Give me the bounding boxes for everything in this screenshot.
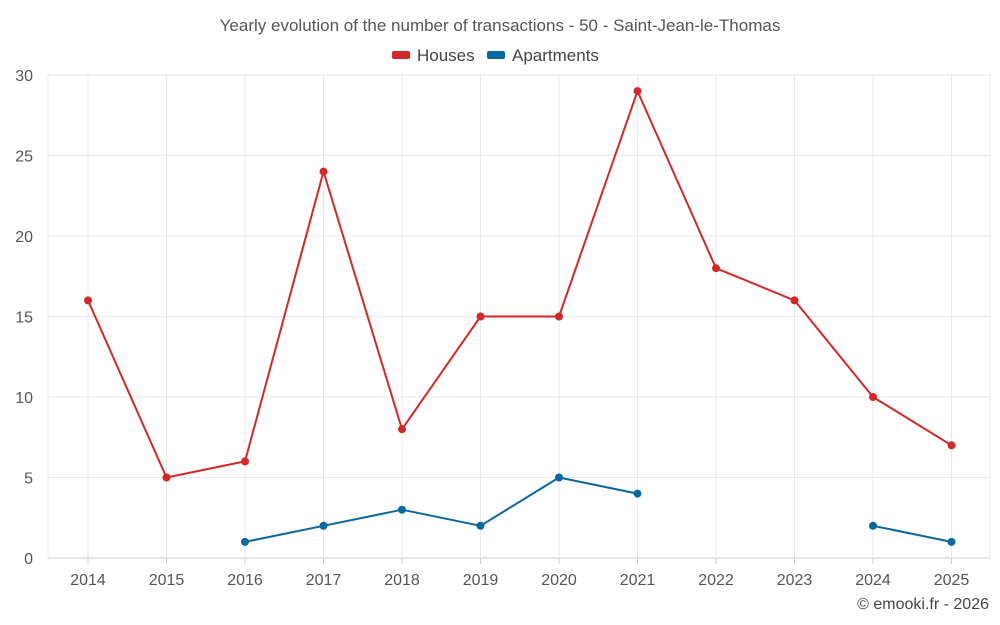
legend-swatch-houses — [392, 51, 410, 59]
series-houses — [84, 87, 956, 482]
data-point-houses-2019 — [476, 312, 485, 321]
legend-item-houses: Houses — [392, 46, 475, 65]
series-layer — [84, 87, 956, 546]
legend: Houses Apartments — [392, 46, 599, 65]
y-tick-label: 5 — [24, 471, 33, 488]
data-point-houses-2020 — [555, 312, 563, 321]
y-tick-label: 25 — [15, 149, 33, 166]
y-tick-label: 10 — [15, 390, 33, 407]
y-tick-label: 30 — [15, 68, 33, 85]
series-line-apartments — [872, 524, 952, 543]
data-point-houses-2014 — [84, 296, 92, 305]
y-tick-label: 0 — [24, 551, 33, 568]
series-line-apartments — [244, 476, 638, 543]
grid — [47, 74, 991, 564]
chart-title: Yearly evolution of the number of transa… — [220, 16, 781, 35]
y-tick-label: 20 — [15, 229, 33, 246]
series-line-houses — [87, 90, 953, 479]
y-tick-label: 15 — [15, 310, 33, 327]
data-point-apartments-2020 — [555, 473, 563, 482]
data-point-houses-2017 — [319, 167, 328, 176]
legend-label-houses: Houses — [417, 46, 475, 65]
x-tick-label: 2016 — [227, 572, 263, 589]
x-tick-label: 2015 — [149, 572, 185, 589]
series-apartments — [241, 473, 956, 546]
data-point-apartments-2016 — [241, 537, 249, 546]
data-point-houses-2023 — [790, 296, 799, 305]
data-point-apartments-2019 — [476, 521, 485, 530]
x-tick-label: 2019 — [463, 572, 499, 589]
data-point-apartments-2024 — [869, 521, 877, 530]
data-point-houses-2025 — [947, 441, 956, 450]
data-point-houses-2016 — [241, 457, 249, 466]
data-point-apartments-2021 — [633, 489, 642, 498]
legend-item-apartments: Apartments — [487, 46, 599, 65]
y-axis-ticks: 0 5 10 15 20 25 30 — [15, 68, 33, 568]
legend-label-apartments: Apartments — [512, 46, 599, 65]
x-tick-label: 2014 — [70, 572, 106, 589]
x-tick-label: 2018 — [384, 572, 420, 589]
x-tick-label: 2020 — [541, 572, 577, 589]
legend-swatch-apartments — [487, 51, 505, 59]
data-point-houses-2021 — [633, 87, 642, 96]
data-point-houses-2022 — [712, 264, 720, 273]
x-tick-label: 2022 — [698, 572, 734, 589]
x-tick-label: 2023 — [777, 572, 813, 589]
x-tick-label: 2017 — [306, 572, 342, 589]
data-point-houses-2018 — [398, 425, 406, 434]
data-point-apartments-2018 — [398, 505, 406, 514]
data-point-houses-2015 — [162, 473, 171, 482]
x-tick-label: 2021 — [620, 572, 656, 589]
x-tick-label: 2025 — [934, 572, 970, 589]
x-axis-ticks: 2014 2015 2016 2017 2018 2019 2020 2021 2022 2023… — [70, 572, 969, 589]
x-tick-label: 2024 — [855, 572, 891, 589]
credit-text: © emooki.fr - 2026 — [857, 596, 989, 613]
data-point-apartments-2025 — [947, 537, 956, 546]
data-point-apartments-2017 — [319, 521, 328, 530]
data-point-houses-2024 — [869, 393, 877, 401]
